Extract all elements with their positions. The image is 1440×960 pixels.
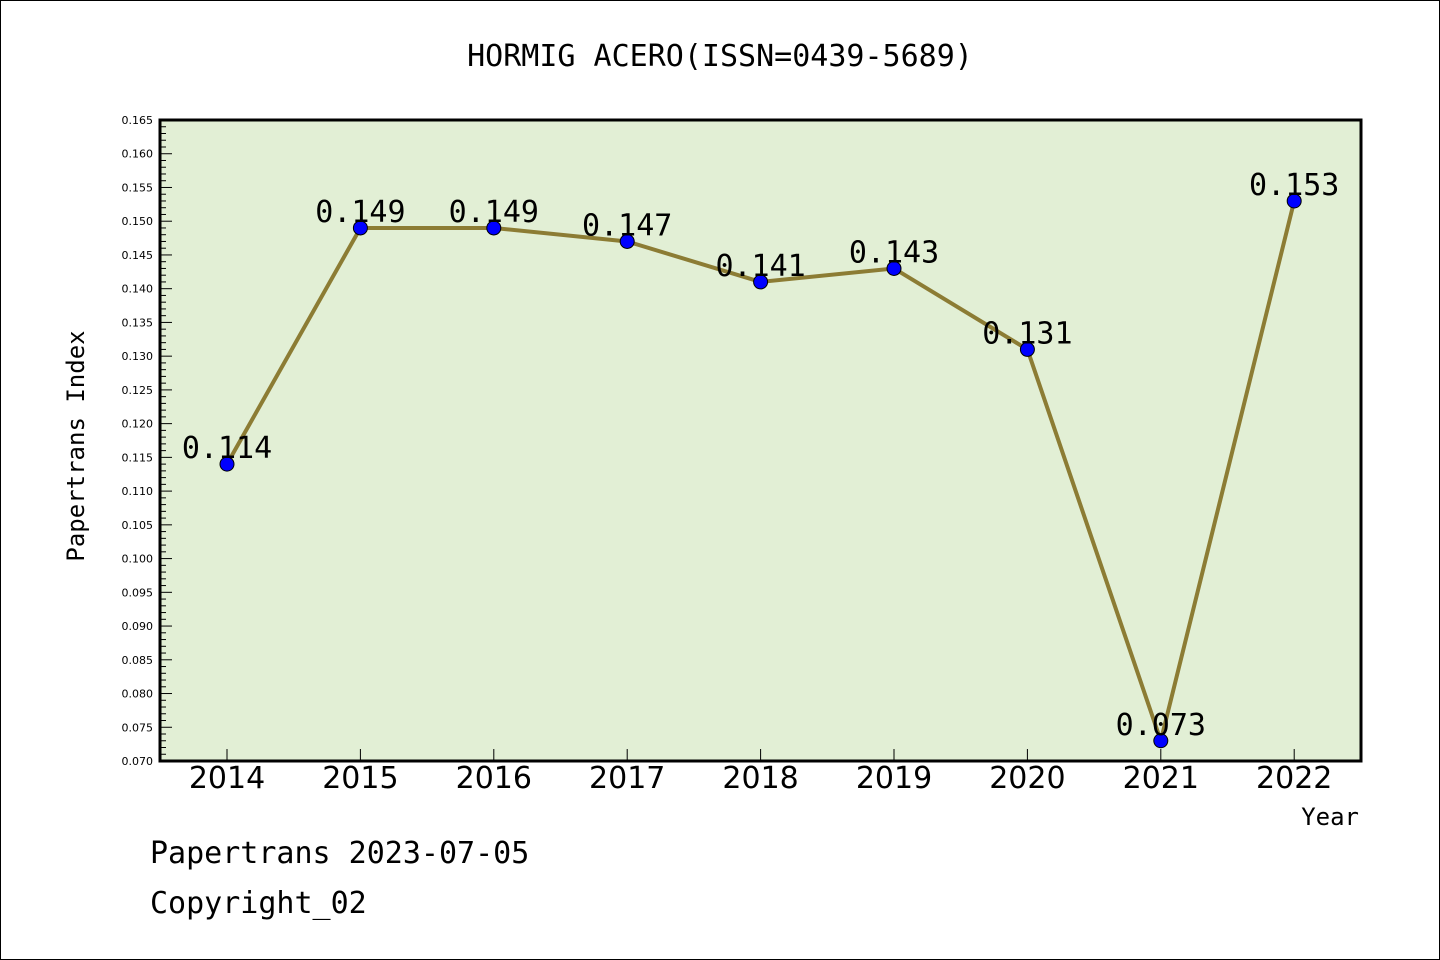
x-tick-label: 2018 bbox=[722, 761, 798, 796]
x-tick-label: 2022 bbox=[1256, 761, 1332, 796]
y-tick-label: 0.160 bbox=[122, 148, 154, 161]
y-tick-label: 0.085 bbox=[122, 654, 154, 667]
y-tick-label: 0.125 bbox=[122, 384, 154, 397]
data-label: 0.141 bbox=[715, 249, 805, 284]
y-tick-label: 0.090 bbox=[122, 620, 154, 633]
y-tick-label: 0.135 bbox=[122, 316, 154, 329]
data-label: 0.147 bbox=[582, 208, 672, 243]
y-tick-label: 0.100 bbox=[122, 553, 154, 566]
x-tick-label: 2017 bbox=[589, 761, 665, 796]
data-label: 0.073 bbox=[1116, 708, 1206, 743]
data-point bbox=[486, 220, 502, 236]
data-point bbox=[352, 220, 368, 236]
x-tick-label: 2020 bbox=[989, 761, 1065, 796]
y-tick-label: 0.080 bbox=[122, 688, 154, 701]
data-point bbox=[1153, 733, 1169, 749]
y-tick-label: 0.155 bbox=[122, 181, 154, 194]
data-point bbox=[219, 456, 235, 472]
x-tick-label: 2015 bbox=[322, 761, 398, 796]
chart-title: HORMIG ACERO(ISSN=0439-5689) bbox=[467, 39, 973, 74]
footer-copyright: Copyright_02 bbox=[150, 886, 367, 921]
data-point bbox=[1019, 341, 1035, 357]
y-axis-ticks: 0.070 0.075 0.080 0.085 0.090 0.095 0.100 0.105… bbox=[122, 114, 172, 768]
data-label: 0.114 bbox=[182, 431, 272, 466]
data-label: 0.149 bbox=[315, 195, 405, 230]
y-tick-label: 0.105 bbox=[122, 519, 154, 532]
x-tick-label: 2014 bbox=[189, 761, 265, 796]
y-axis-label: Papertrans Index bbox=[62, 330, 90, 561]
data-label: 0.149 bbox=[449, 195, 539, 230]
data-point bbox=[753, 274, 769, 290]
data-label: 0.143 bbox=[849, 235, 939, 270]
y-tick-label: 0.165 bbox=[122, 114, 154, 127]
data-label: 0.153 bbox=[1249, 168, 1339, 203]
footer-date: Papertrans 2023-07-05 bbox=[150, 836, 530, 871]
data-point bbox=[886, 260, 902, 276]
y-tick-label: 0.115 bbox=[122, 451, 154, 464]
x-axis-ticks: 2014 2015 2016 2017 2018 2019 2020 2021 2022 bbox=[189, 749, 1332, 796]
y-tick-label: 0.095 bbox=[122, 586, 154, 599]
y-tick-label: 0.140 bbox=[122, 283, 154, 296]
x-tick-label: 2021 bbox=[1123, 761, 1199, 796]
y-tick-label: 0.130 bbox=[122, 350, 154, 363]
data-label: 0.131 bbox=[982, 316, 1072, 351]
x-axis-label: Year bbox=[1301, 803, 1359, 831]
y-tick-label: 0.070 bbox=[122, 755, 154, 768]
data-point bbox=[619, 233, 635, 249]
x-tick-label: 2019 bbox=[856, 761, 932, 796]
series-layer: 0.114 0.149 0.149 0.147 0.141 0.143 0.131 0.073… bbox=[182, 168, 1339, 749]
data-point bbox=[1286, 193, 1302, 209]
y-tick-label: 0.110 bbox=[122, 485, 154, 498]
y-tick-label: 0.120 bbox=[122, 418, 154, 431]
plot-border bbox=[158, 118, 1363, 763]
y-tick-label: 0.075 bbox=[122, 721, 154, 734]
y-tick-label: 0.150 bbox=[122, 215, 154, 228]
x-tick-label: 2016 bbox=[456, 761, 532, 796]
y-tick-label: 0.145 bbox=[122, 249, 154, 262]
